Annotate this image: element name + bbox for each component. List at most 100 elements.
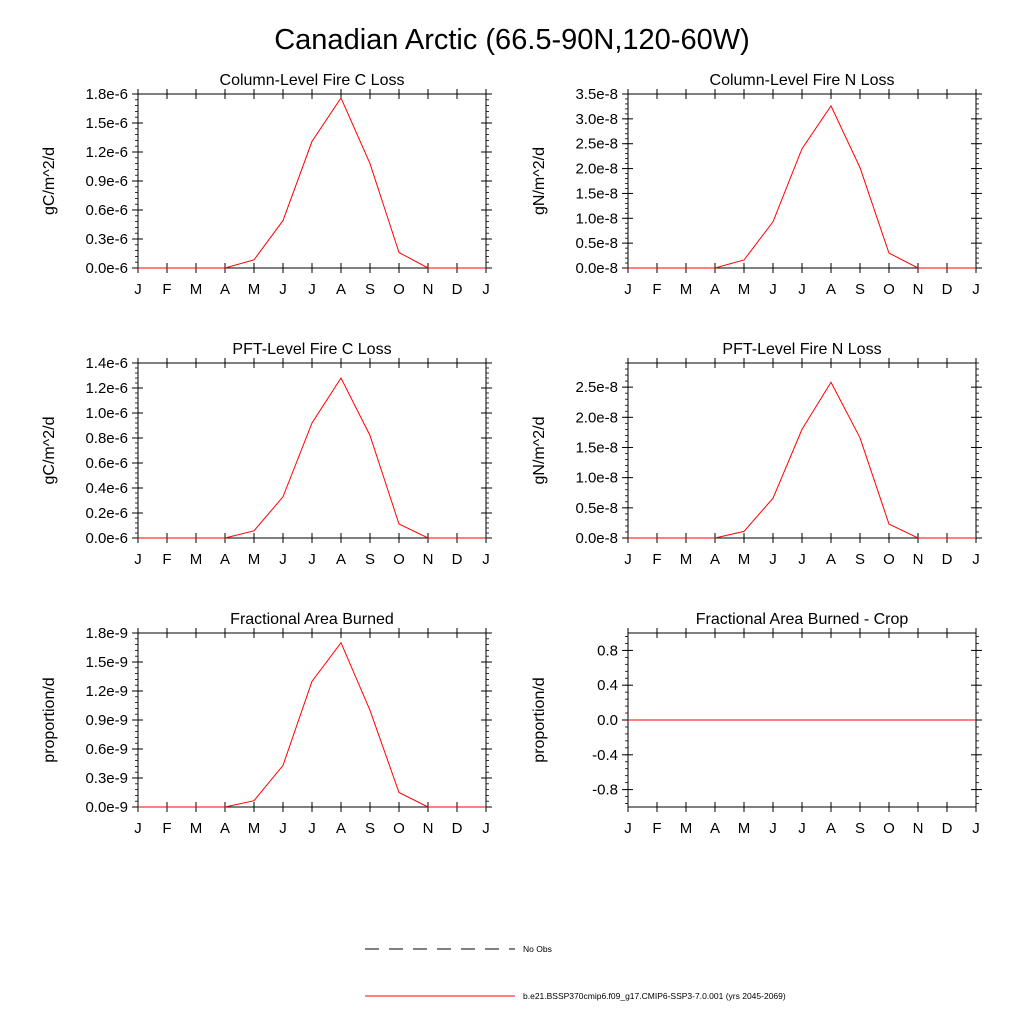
x-tick-label: S: [365, 820, 375, 837]
y-tick-label: -0.8: [592, 782, 618, 799]
x-tick-label: O: [883, 281, 895, 298]
x-tick-label: O: [393, 281, 405, 298]
x-tick-label: M: [248, 281, 261, 298]
x-tick-label: J: [308, 820, 316, 837]
y-axis-label: gN/m^2/d: [531, 417, 548, 485]
y-tick-label: 0.0e-6: [85, 260, 128, 277]
x-tick-label: M: [738, 281, 751, 298]
y-tick-label: 1.5e-8: [575, 185, 618, 202]
y-tick-label: 1.0e-6: [85, 405, 128, 422]
y-tick-label: 0.6e-9: [85, 741, 128, 758]
y-tick-label: 1.8e-6: [85, 86, 128, 103]
y-tick-label: 1.0e-8: [575, 210, 618, 227]
y-tick-label: 0.4e-6: [85, 480, 128, 497]
x-tick-label: F: [162, 281, 171, 298]
x-tick-label: N: [913, 551, 924, 568]
plot-title: PFT-Level Fire N Loss: [722, 341, 881, 358]
x-tick-label: J: [482, 281, 490, 298]
series-line: [138, 641, 486, 808]
x-tick-label: S: [855, 281, 865, 298]
series-line: [138, 376, 486, 539]
x-tick-label: S: [855, 551, 865, 568]
x-tick-label: O: [393, 820, 405, 837]
y-tick-label: 1.5e-9: [85, 654, 128, 671]
x-tick-label: O: [393, 551, 405, 568]
x-tick-label: D: [942, 551, 953, 568]
plot-title: Column-Level Fire C Loss: [220, 72, 405, 89]
x-tick-label: D: [452, 820, 463, 837]
x-tick-label: J: [798, 820, 806, 837]
chart-4: J F M A M J J A S O N D J0.0e-80.5e-81.0e-81.5e-82.0…: [531, 341, 982, 568]
y-tick-label: 1.4e-6: [85, 355, 128, 372]
x-tick-label: J: [134, 820, 142, 837]
x-tick-label: F: [162, 820, 171, 837]
y-tick-label: 0.9e-6: [85, 173, 128, 190]
x-tick-label: J: [624, 820, 632, 837]
x-tick-label: N: [913, 281, 924, 298]
x-tick-label: J: [279, 551, 287, 568]
y-tick-label: 1.5e-6: [85, 115, 128, 132]
x-tick-label: O: [883, 820, 895, 837]
x-tick-label: M: [190, 281, 203, 298]
legend-label-model-run: b.e21.BSSP370cmip6.f09_g17.CMIP6-SSP3-7.…: [523, 991, 786, 1001]
y-tick-label: 0.0e-6: [85, 530, 128, 547]
y-tick-label: 0.0e-8: [575, 260, 618, 277]
y-axis-label: gC/m^2/d: [41, 417, 58, 485]
y-tick-label: 0.2e-6: [85, 505, 128, 522]
x-tick-label: J: [624, 281, 632, 298]
legend-label-no-obs: No Obs: [523, 944, 552, 954]
x-tick-label: S: [365, 551, 375, 568]
x-tick-label: A: [336, 281, 346, 298]
x-tick-label: J: [972, 281, 980, 298]
x-tick-label: J: [308, 551, 316, 568]
plot-frame: [137, 93, 487, 269]
chart-6: J F M A M J J A S O N D J-0.8-0.40.00.40.8Fractional…: [531, 611, 982, 837]
y-tick-label: 3.0e-8: [575, 111, 618, 128]
x-tick-label: D: [942, 820, 953, 837]
x-tick-label: A: [220, 551, 230, 568]
y-axis-label: gN/m^2/d: [531, 147, 548, 215]
x-tick-label: J: [482, 551, 490, 568]
x-tick-label: A: [336, 820, 346, 837]
y-tick-label: 0.0e-9: [85, 799, 128, 816]
y-tick-label: 2.5e-8: [575, 379, 618, 396]
x-tick-label: J: [798, 551, 806, 568]
y-tick-label: 1.2e-6: [85, 380, 128, 397]
chart-5: J F M A M J J A S O N D J0.0e-90.3e-90.6e-90.9e-91.2…: [41, 611, 492, 837]
x-tick-label: J: [482, 820, 490, 837]
plot-title: Fractional Area Burned - Crop: [696, 611, 909, 628]
x-tick-label: F: [652, 281, 661, 298]
y-tick-label: 0.4: [597, 677, 618, 694]
y-tick-label: 1.5e-8: [575, 439, 618, 456]
series-line: [628, 104, 976, 269]
x-tick-label: N: [423, 281, 434, 298]
x-tick-label: S: [365, 281, 375, 298]
series-line: [138, 96, 486, 269]
x-tick-label: J: [769, 281, 777, 298]
x-tick-label: M: [248, 551, 261, 568]
x-tick-label: D: [452, 551, 463, 568]
plot-title: Column-Level Fire N Loss: [710, 72, 895, 89]
y-tick-label: 0.5e-8: [575, 235, 618, 252]
x-tick-label: J: [279, 820, 287, 837]
y-tick-label: 2.0e-8: [575, 161, 618, 178]
y-tick-label: 0.3e-6: [85, 231, 128, 248]
y-tick-label: 1.2e-9: [85, 683, 128, 700]
chart-2: J F M A M J J A S O N D J0.0e-80.5e-81.0e-81.5e-82.0…: [531, 72, 982, 298]
chart-3: J F M A M J J A S O N D J0.0e-60.2e-60.4e-60.6e-60.8…: [41, 341, 492, 568]
x-tick-label: D: [942, 281, 953, 298]
x-tick-label: J: [308, 281, 316, 298]
x-tick-label: N: [913, 820, 924, 837]
x-tick-label: D: [452, 281, 463, 298]
x-tick-label: M: [738, 820, 751, 837]
y-tick-label: 0.5e-8: [575, 500, 618, 517]
page-title: Canadian Arctic (66.5-90N,120-60W): [274, 24, 750, 56]
x-tick-label: M: [190, 551, 203, 568]
y-axis-label: gC/m^2/d: [41, 147, 58, 215]
x-tick-label: F: [162, 551, 171, 568]
x-tick-label: J: [972, 551, 980, 568]
x-tick-label: S: [855, 820, 865, 837]
x-tick-label: A: [826, 551, 836, 568]
x-tick-label: M: [680, 820, 693, 837]
